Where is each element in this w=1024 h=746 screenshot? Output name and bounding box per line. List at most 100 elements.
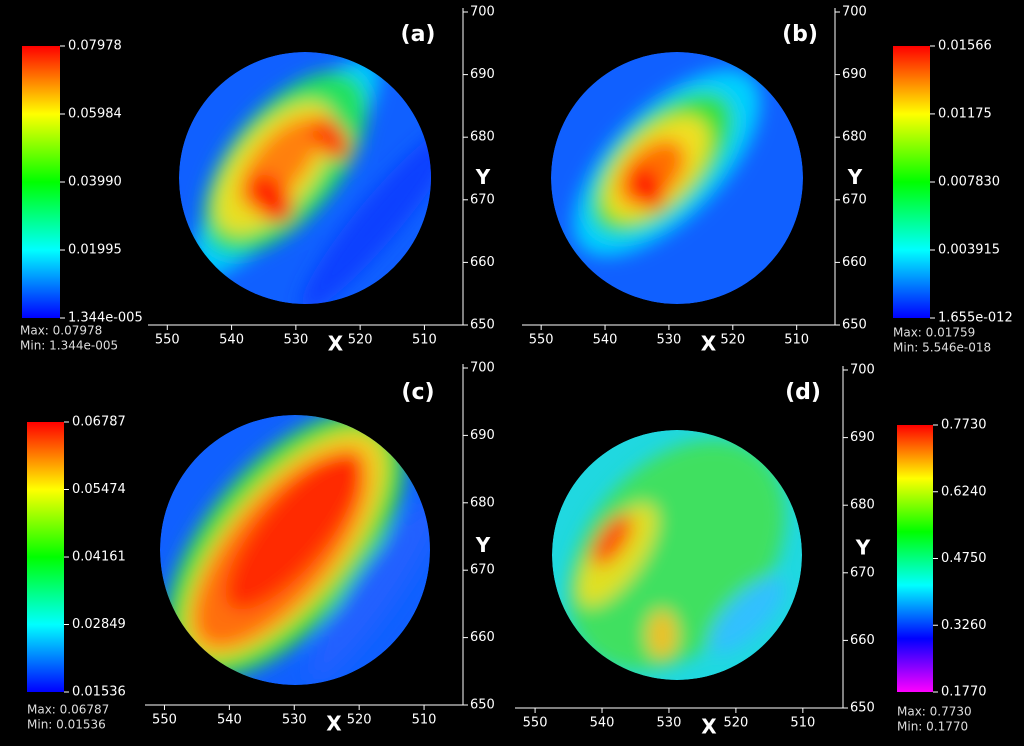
y-tick-label: 650	[470, 318, 495, 333]
x-tick-label: 510	[784, 333, 809, 348]
colorbar-tick-label: 0.6240	[941, 484, 987, 499]
y-tick-label: 690	[842, 67, 867, 82]
panel: 550 540 530 520 510 650 660 670 680 690 700 X Y (a) 1.…	[20, 5, 495, 356]
y-tick-label: 650	[842, 318, 867, 333]
colorbar-tick-label: 0.05474	[72, 482, 126, 497]
colorbar-tick-label: 1.655e-012	[938, 311, 1013, 326]
x-tick-label: 550	[529, 333, 554, 348]
heatmap-region	[309, 499, 430, 681]
x-axis-label: X	[701, 715, 717, 739]
colorbar-tick-label: 0.07978	[68, 39, 122, 54]
x-tick-label: 540	[219, 333, 244, 348]
heatmap-region	[310, 116, 350, 160]
y-tick-label: 690	[470, 67, 495, 82]
y-tick-label: 680	[842, 130, 867, 145]
colorbar-tick-label: 0.7730	[941, 418, 987, 433]
y-tick-label: 650	[470, 698, 495, 713]
y-tick-label: 670	[850, 565, 875, 580]
y-tick-label: 670	[470, 192, 495, 207]
panel-label: (b)	[782, 22, 818, 47]
y-tick-label: 700	[850, 363, 875, 378]
colorbar-tick-label: 0.3260	[941, 618, 987, 633]
min-label: Min: 0.1770	[897, 720, 968, 734]
heatmap-region	[225, 450, 365, 610]
y-tick-label: 660	[842, 255, 867, 270]
x-tick-label: 510	[412, 713, 437, 728]
x-axis-label: X	[328, 332, 344, 356]
heatmap-field	[165, 415, 430, 681]
y-axis-label: Y	[475, 533, 491, 557]
colorbar-tick-label: 0.01995	[68, 243, 122, 258]
x-tick-label: 530	[657, 333, 682, 348]
colorbar-tick-label: 0.05984	[68, 106, 122, 121]
panel: 550 540 530 520 510 650 660 670 680 690 700 X Y (b) 1.…	[522, 5, 1013, 356]
y-tick-label: 680	[850, 498, 875, 513]
max-label: Max: 0.7730	[897, 705, 972, 719]
colorbar	[893, 46, 930, 318]
x-tick-label: 550	[155, 333, 180, 348]
y-tick-label: 690	[470, 428, 495, 443]
heatmap	[551, 52, 803, 304]
heatmap-field	[573, 69, 761, 257]
y-tick-label: 670	[470, 563, 495, 578]
x-tick-label: 550	[523, 716, 548, 731]
min-label: Min: 0.01536	[27, 718, 106, 732]
heatmap	[552, 430, 802, 680]
x-tick-label: 530	[283, 333, 308, 348]
y-tick-label: 650	[850, 701, 875, 716]
colorbar-tick-label: 0.06787	[72, 415, 126, 430]
max-label: Max: 0.07978	[20, 324, 102, 338]
heatmap-region	[301, 124, 431, 304]
x-tick-label: 540	[217, 713, 242, 728]
heatmap	[179, 52, 431, 304]
x-tick-label: 520	[347, 713, 372, 728]
colorbar-tick-label: 0.02849	[72, 617, 126, 632]
x-axis-label: X	[701, 332, 717, 356]
colorbar-tick-label: 0.04161	[72, 550, 126, 565]
x-tick-label: 530	[282, 713, 307, 728]
y-axis-label: Y	[855, 536, 871, 560]
x-tick-label: 520	[348, 333, 373, 348]
colorbar-tick-label: 0.007830	[938, 175, 1000, 190]
heatmap-region	[708, 576, 786, 654]
colorbar-tick-label: 0.01536	[72, 685, 126, 700]
x-tick-label: 540	[590, 716, 615, 731]
min-label: Min: 1.344e-005	[20, 339, 118, 353]
heatmap-region	[591, 514, 633, 566]
x-tick-label: 520	[723, 716, 748, 731]
x-tick-label: 510	[790, 716, 815, 731]
panel-label: (d)	[785, 380, 821, 405]
y-tick-label: 700	[842, 5, 867, 20]
y-tick-label: 660	[850, 633, 875, 648]
colorbar-tick-label: 1.344e-005	[68, 311, 143, 326]
y-tick-label: 680	[470, 495, 495, 510]
x-tick-label: 550	[152, 713, 177, 728]
x-tick-label: 530	[657, 716, 682, 731]
x-axis-label: X	[326, 712, 342, 736]
y-tick-label: 670	[842, 192, 867, 207]
panel-label: (a)	[401, 22, 436, 47]
heatmap-region	[629, 166, 665, 210]
colorbar-tick-label: 0.03990	[68, 174, 122, 189]
y-tick-label: 700	[470, 5, 495, 20]
x-tick-label: 510	[412, 333, 437, 348]
heatmap	[160, 415, 430, 685]
y-axis-label: Y	[475, 165, 491, 189]
colorbar	[22, 46, 60, 318]
heatmap-region	[247, 173, 293, 223]
y-tick-label: 660	[470, 630, 495, 645]
colorbar	[27, 422, 64, 692]
max-label: Max: 0.01759	[893, 326, 975, 340]
colorbar-tick-label: 0.003915	[938, 243, 1000, 258]
colorbar-tick-label: 0.1770	[941, 685, 987, 700]
panel-label: (c)	[401, 380, 434, 405]
panel: 550 540 530 520 510 650 660 670 680 690 700 X Y (d) 0.…	[515, 363, 987, 739]
colorbar	[897, 425, 933, 692]
y-tick-label: 690	[850, 430, 875, 445]
y-axis-label: Y	[847, 165, 863, 189]
heatmap-region	[647, 610, 677, 660]
colorbar-tick-label: 0.4750	[941, 551, 987, 566]
colorbar-tick-label: 0.01175	[938, 106, 992, 121]
y-tick-label: 660	[470, 255, 495, 270]
